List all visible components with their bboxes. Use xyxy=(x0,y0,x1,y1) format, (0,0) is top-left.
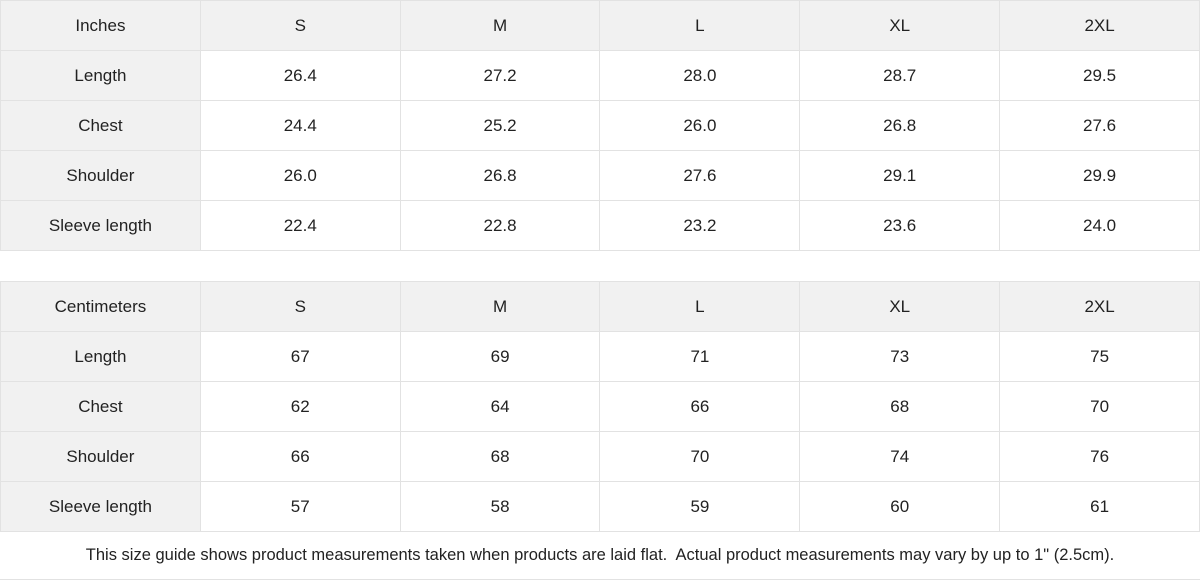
size-header-cell: M xyxy=(399,281,601,332)
measurement-cell: 27.6 xyxy=(599,150,801,201)
row-label-cell: Shoulder xyxy=(0,150,201,201)
measurement-cell: 27.6 xyxy=(999,100,1200,151)
measurement-cell: 26.0 xyxy=(599,100,801,151)
size-header-cell: 2XL xyxy=(999,0,1200,51)
size-header-cell: XL xyxy=(799,0,1001,51)
measurement-cell: 74 xyxy=(799,431,1001,482)
measurement-cell: 26.0 xyxy=(199,150,401,201)
measurement-cell: 28.7 xyxy=(799,50,1001,101)
row-label-cell: Sleeve length xyxy=(0,200,201,251)
size-header-cell: 2XL xyxy=(999,281,1200,332)
measurement-cell: 23.6 xyxy=(799,200,1001,251)
measurement-cell: 26.4 xyxy=(199,50,401,101)
table-row: Length 26.4 27.2 28.0 28.7 29.5 xyxy=(0,50,1200,101)
row-label-cell: Shoulder xyxy=(0,431,201,482)
measurement-cell: 59 xyxy=(599,481,801,532)
unit-header-cell: Inches xyxy=(0,0,201,51)
size-table-centimeters: Centimeters S M L XL 2XL Length 67 69 71… xyxy=(0,281,1200,532)
measurement-cell: 26.8 xyxy=(799,100,1001,151)
measurement-cell: 29.9 xyxy=(999,150,1200,201)
measurement-cell: 26.8 xyxy=(399,150,601,201)
size-guide-disclaimer: This size guide shows product measuremen… xyxy=(0,532,1200,580)
size-table-inches: Inches S M L XL 2XL Length 26.4 27.2 28.… xyxy=(0,0,1200,251)
size-header-cell: L xyxy=(599,281,801,332)
measurement-cell: 29.1 xyxy=(799,150,1001,201)
measurement-cell: 67 xyxy=(199,331,401,382)
table-gap xyxy=(0,251,1200,281)
measurement-cell: 60 xyxy=(799,481,1001,532)
row-label-cell: Sleeve length xyxy=(0,481,201,532)
table-row: Sleeve length 22.4 22.8 23.2 23.6 24.0 xyxy=(0,200,1200,251)
table-header-row: Centimeters S M L XL 2XL xyxy=(0,281,1200,332)
measurement-cell: 64 xyxy=(399,381,601,432)
measurement-cell: 68 xyxy=(799,381,1001,432)
measurement-cell: 62 xyxy=(199,381,401,432)
size-header-cell: S xyxy=(199,281,401,332)
table-row: Chest 62 64 66 68 70 xyxy=(0,381,1200,432)
row-label-cell: Length xyxy=(0,331,201,382)
measurement-cell: 61 xyxy=(999,481,1200,532)
row-label-cell: Chest xyxy=(0,381,201,432)
measurement-cell: 58 xyxy=(399,481,601,532)
unit-header-cell: Centimeters xyxy=(0,281,201,332)
measurement-cell: 76 xyxy=(999,431,1200,482)
table-header-row: Inches S M L XL 2XL xyxy=(0,0,1200,51)
measurement-cell: 73 xyxy=(799,331,1001,382)
table-row: Sleeve length 57 58 59 60 61 xyxy=(0,481,1200,532)
measurement-cell: 57 xyxy=(199,481,401,532)
measurement-cell: 24.0 xyxy=(999,200,1200,251)
size-header-cell: M xyxy=(399,0,601,51)
measurement-cell: 70 xyxy=(999,381,1200,432)
table-row: Shoulder 26.0 26.8 27.6 29.1 29.9 xyxy=(0,150,1200,201)
measurement-cell: 71 xyxy=(599,331,801,382)
measurement-cell: 22.4 xyxy=(199,200,401,251)
table-row: Chest 24.4 25.2 26.0 26.8 27.6 xyxy=(0,100,1200,151)
size-header-cell: S xyxy=(199,0,401,51)
measurement-cell: 25.2 xyxy=(399,100,601,151)
measurement-cell: 66 xyxy=(199,431,401,482)
size-header-cell: L xyxy=(599,0,801,51)
measurement-cell: 68 xyxy=(399,431,601,482)
measurement-cell: 75 xyxy=(999,331,1200,382)
measurement-cell: 24.4 xyxy=(199,100,401,151)
measurement-cell: 23.2 xyxy=(599,200,801,251)
measurement-cell: 22.8 xyxy=(399,200,601,251)
measurement-cell: 29.5 xyxy=(999,50,1200,101)
measurement-cell: 28.0 xyxy=(599,50,801,101)
measurement-cell: 69 xyxy=(399,331,601,382)
row-label-cell: Chest xyxy=(0,100,201,151)
size-header-cell: XL xyxy=(799,281,1001,332)
table-row: Shoulder 66 68 70 74 76 xyxy=(0,431,1200,482)
table-row: Length 67 69 71 73 75 xyxy=(0,331,1200,382)
measurement-cell: 27.2 xyxy=(399,50,601,101)
measurement-cell: 70 xyxy=(599,431,801,482)
measurement-cell: 66 xyxy=(599,381,801,432)
row-label-cell: Length xyxy=(0,50,201,101)
